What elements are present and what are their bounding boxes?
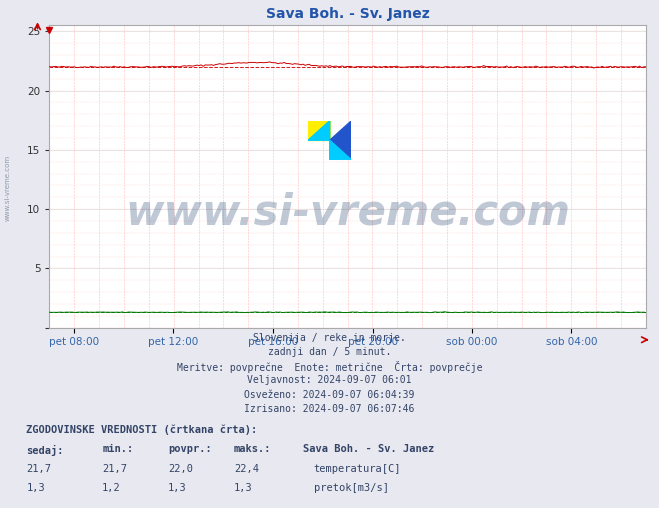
Text: 22,4: 22,4 [234,464,259,474]
Text: 1,3: 1,3 [234,483,252,493]
Text: 21,7: 21,7 [102,464,127,474]
Text: ZGODOVINSKE VREDNOSTI (črtkana črta):: ZGODOVINSKE VREDNOSTI (črtkana črta): [26,424,258,435]
Text: www.si-vreme.com: www.si-vreme.com [5,155,11,221]
Text: Izrisano: 2024-09-07 06:07:46: Izrisano: 2024-09-07 06:07:46 [244,404,415,414]
Text: Meritve: povprečne  Enote: metrične  Črta: povprečje: Meritve: povprečne Enote: metrične Črta:… [177,361,482,373]
Text: povpr.:: povpr.: [168,444,212,455]
Text: maks.:: maks.: [234,444,272,455]
Text: www.si-vreme.com: www.si-vreme.com [125,192,570,234]
Title: Sava Boh. - Sv. Janez: Sava Boh. - Sv. Janez [266,8,430,21]
Polygon shape [308,121,330,140]
Text: 22,0: 22,0 [168,464,193,474]
Text: min.:: min.: [102,444,133,455]
Text: 1,3: 1,3 [168,483,186,493]
Text: zadnji dan / 5 minut.: zadnji dan / 5 minut. [268,347,391,357]
Text: pretok[m3/s]: pretok[m3/s] [314,483,389,493]
Polygon shape [330,140,351,160]
Text: 1,2: 1,2 [102,483,121,493]
Text: temperatura[C]: temperatura[C] [314,464,401,474]
Polygon shape [330,121,351,160]
Text: Osveženo: 2024-09-07 06:04:39: Osveženo: 2024-09-07 06:04:39 [244,390,415,400]
Bar [308,121,330,140]
Text: sedaj:: sedaj: [26,444,64,456]
Text: 21,7: 21,7 [26,464,51,474]
Text: 1,3: 1,3 [26,483,45,493]
Text: Veljavnost: 2024-09-07 06:01: Veljavnost: 2024-09-07 06:01 [247,375,412,386]
Text: Slovenija / reke in morje.: Slovenija / reke in morje. [253,333,406,343]
Text: Sava Boh. - Sv. Janez: Sava Boh. - Sv. Janez [303,444,434,455]
